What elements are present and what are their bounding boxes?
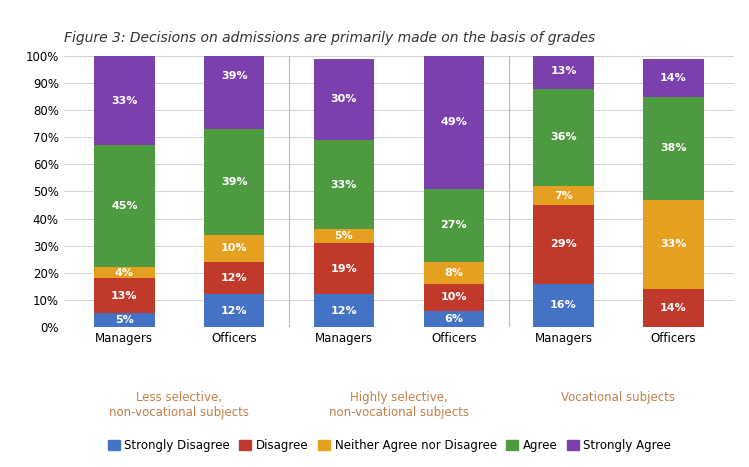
Text: 14%: 14%	[660, 303, 687, 313]
Bar	[533, 283, 594, 327]
Bar	[204, 235, 264, 262]
Text: 33%: 33%	[331, 180, 357, 190]
Text: 6%: 6%	[444, 314, 463, 324]
Text: 12%: 12%	[330, 305, 357, 316]
Bar	[204, 129, 264, 235]
Text: 39%: 39%	[221, 177, 247, 187]
Bar	[314, 59, 374, 140]
Text: 10%: 10%	[440, 292, 467, 302]
Bar	[204, 23, 264, 129]
Bar	[533, 53, 594, 89]
Text: 13%: 13%	[551, 66, 577, 76]
Bar	[423, 262, 484, 283]
Text: 49%: 49%	[440, 117, 467, 127]
Bar	[423, 56, 484, 189]
Bar	[643, 59, 703, 97]
Text: Vocational subjects: Vocational subjects	[562, 391, 676, 404]
Text: 12%: 12%	[221, 305, 247, 316]
Text: 33%: 33%	[660, 239, 687, 249]
Bar	[643, 199, 703, 289]
Bar	[533, 89, 594, 186]
Text: 7%: 7%	[554, 191, 573, 200]
Bar	[643, 289, 703, 327]
Text: 14%: 14%	[660, 73, 687, 83]
Bar	[423, 311, 484, 327]
Text: 30%: 30%	[331, 94, 357, 105]
Bar	[314, 140, 374, 229]
Bar	[314, 229, 374, 243]
Text: 5%: 5%	[115, 315, 134, 325]
Text: 5%: 5%	[335, 231, 354, 241]
Bar	[94, 313, 154, 327]
Text: 12%: 12%	[221, 273, 247, 283]
Bar	[94, 56, 154, 145]
Bar	[204, 262, 264, 294]
Bar	[533, 205, 594, 283]
Text: 27%: 27%	[440, 220, 467, 230]
Text: 8%: 8%	[444, 268, 463, 278]
Bar	[314, 294, 374, 327]
Bar	[423, 189, 484, 262]
Text: 16%: 16%	[551, 300, 577, 310]
Text: 38%: 38%	[660, 143, 687, 153]
Text: 45%: 45%	[111, 201, 138, 212]
Legend: Strongly Disagree, Disagree, Neither Agree nor Disagree, Agree, Strongly Agree: Strongly Disagree, Disagree, Neither Agr…	[103, 434, 676, 456]
Text: 36%: 36%	[551, 132, 577, 142]
Text: Highly selective,
non-vocational subjects: Highly selective, non-vocational subject…	[329, 391, 469, 419]
Text: 33%: 33%	[111, 96, 138, 106]
Bar	[533, 186, 594, 205]
Bar	[423, 283, 484, 311]
Text: Less selective,
non-vocational subjects: Less selective, non-vocational subjects	[109, 391, 249, 419]
Text: 4%: 4%	[115, 268, 134, 278]
Bar	[643, 97, 703, 199]
Text: 13%: 13%	[111, 291, 138, 301]
Bar	[94, 267, 154, 278]
Text: 10%: 10%	[221, 243, 247, 254]
Text: Figure 3: Decisions on admissions are primarily made on the basis of grades: Figure 3: Decisions on admissions are pr…	[64, 31, 595, 45]
Text: 19%: 19%	[330, 264, 357, 274]
Bar	[94, 145, 154, 267]
Bar	[204, 294, 264, 327]
Bar	[94, 278, 154, 313]
Text: 39%: 39%	[221, 71, 247, 81]
Bar	[314, 243, 374, 294]
Text: 29%: 29%	[551, 239, 577, 249]
